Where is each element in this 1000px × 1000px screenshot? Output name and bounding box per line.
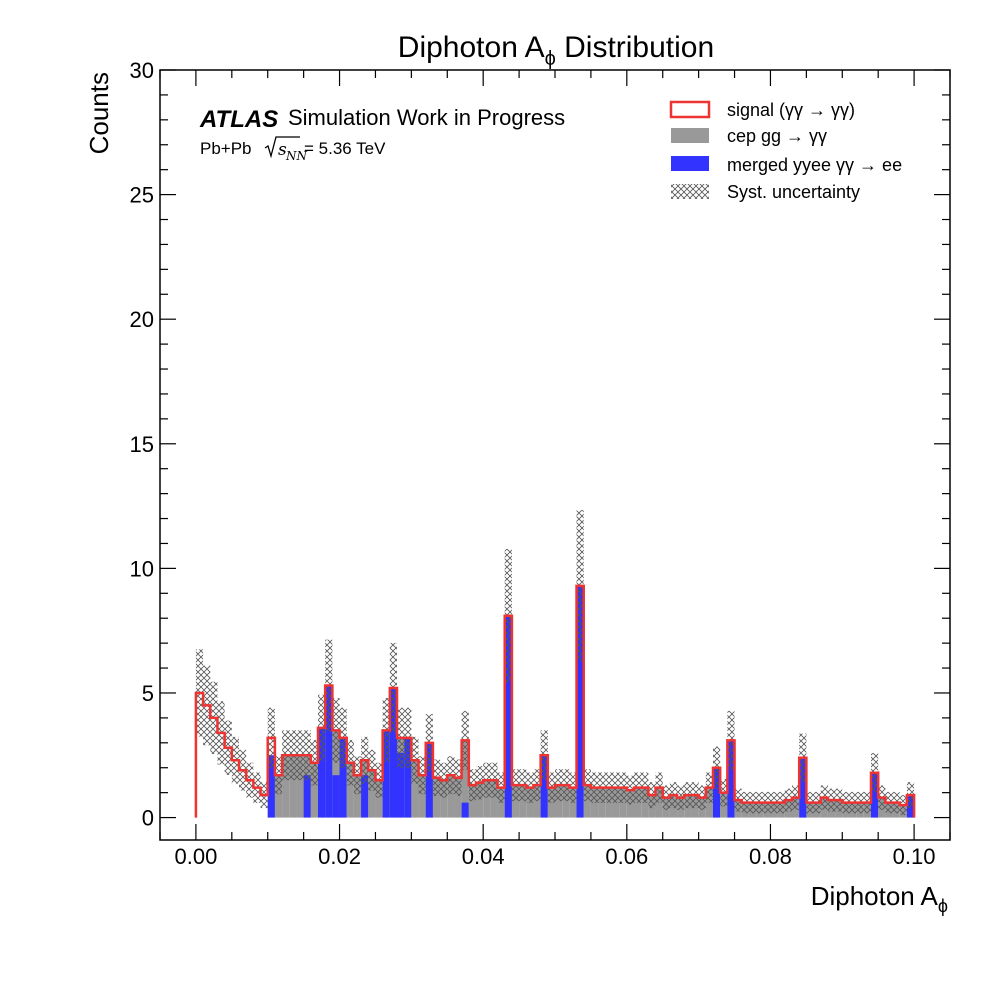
merged-bar bbox=[397, 752, 405, 818]
cep-bar bbox=[533, 785, 541, 818]
cep-bar bbox=[375, 780, 383, 818]
x-tick-label: 0.06 bbox=[605, 844, 648, 869]
merged-bar bbox=[540, 755, 548, 818]
cep-bar bbox=[282, 755, 290, 818]
cep-bar bbox=[476, 782, 484, 818]
merged-bar bbox=[404, 737, 412, 818]
merged-bar bbox=[339, 737, 347, 818]
cep-bar bbox=[418, 775, 426, 818]
cep-bar bbox=[483, 780, 491, 818]
cep-bar bbox=[440, 780, 448, 818]
svg-text:cep gg → γγ: cep gg → γγ bbox=[727, 126, 827, 146]
cep-bar bbox=[411, 760, 419, 818]
svg-text:NN: NN bbox=[285, 149, 308, 163]
chart-title: Diphoton Aϕ Distribution bbox=[398, 31, 714, 70]
legend: signal (γγ → γγ) cep gg → γγ merged yyee… bbox=[669, 100, 902, 202]
cep-bar bbox=[332, 730, 340, 818]
merged-bar bbox=[382, 730, 390, 818]
cep-bar bbox=[461, 740, 469, 818]
legend-item-merged: merged yyee γγ → ee bbox=[671, 155, 902, 175]
x-tick-label: 0.08 bbox=[749, 844, 792, 869]
cep-bar bbox=[368, 770, 376, 818]
cep-bar bbox=[274, 775, 283, 818]
merged-bar bbox=[871, 772, 879, 818]
y-tick-label: 15 bbox=[130, 432, 154, 457]
cep-bar bbox=[310, 762, 318, 818]
x-tick-labels: 0.00 0.02 0.04 0.06 0.08 0.10 bbox=[174, 844, 935, 869]
svg-text:merged yyee γγ → ee: merged yyee γγ → ee bbox=[727, 155, 902, 175]
merged-bar bbox=[727, 740, 735, 818]
svg-text:Syst. uncertainty: Syst. uncertainty bbox=[727, 182, 860, 202]
legend-item-syst: Syst. uncertainty bbox=[671, 182, 860, 202]
y-tick-labels: 0 5 10 15 20 25 30 bbox=[130, 58, 154, 831]
cep-bar bbox=[454, 777, 462, 818]
cep-bar bbox=[511, 785, 520, 818]
merged-bar bbox=[713, 767, 721, 818]
signal-step-line bbox=[194, 584, 916, 818]
atlas-logo-text: ATLAS bbox=[199, 106, 278, 133]
cep-bar bbox=[353, 775, 362, 818]
merged-bar bbox=[504, 615, 512, 818]
merged-bar bbox=[389, 687, 397, 818]
cep-bar bbox=[296, 755, 304, 818]
collision-system: Pb+Pb bbox=[200, 139, 252, 158]
y-tick-label: 10 bbox=[130, 556, 154, 581]
cep-bar bbox=[562, 785, 570, 818]
merged-bar bbox=[576, 585, 584, 818]
axis-ticks bbox=[159, 69, 951, 840]
merged-bar bbox=[325, 685, 333, 818]
legend-item-signal: signal (γγ → γγ) bbox=[669, 100, 855, 120]
x-tick-label: 0.00 bbox=[174, 844, 217, 869]
legend-item-cep: cep gg → γγ bbox=[671, 126, 827, 146]
x-axis-title: Diphoton Aϕ bbox=[811, 881, 948, 916]
merged-bar bbox=[303, 775, 311, 818]
cep-bar bbox=[432, 777, 441, 818]
cep-bar bbox=[519, 785, 527, 818]
merged-bar bbox=[267, 755, 275, 818]
y-tick-label: 5 bbox=[142, 681, 154, 706]
merged-bar bbox=[425, 742, 433, 818]
y-tick-label: 30 bbox=[130, 58, 154, 83]
merged-bar bbox=[361, 775, 369, 818]
sqrt-snn-symbol: s NN bbox=[264, 136, 308, 163]
cep-bar bbox=[346, 762, 354, 818]
merged-bar bbox=[799, 757, 807, 818]
cep-bar bbox=[289, 755, 297, 818]
merged-bar bbox=[318, 727, 326, 818]
cep-bar bbox=[490, 780, 498, 818]
cep-bar bbox=[583, 785, 591, 818]
cep-bar bbox=[555, 785, 563, 818]
cep-bar bbox=[468, 785, 476, 818]
energy-value: = 5.36 TeV bbox=[304, 139, 386, 158]
x-tick-label: 0.02 bbox=[318, 844, 361, 869]
y-tick-label: 0 bbox=[142, 806, 154, 831]
y-tick-label: 20 bbox=[130, 307, 154, 332]
merged-bar bbox=[461, 802, 469, 818]
atlas-subtitle: Simulation Work in Progress bbox=[288, 105, 565, 130]
atlas-label: ATLAS Simulation Work in Progress Pb+Pb … bbox=[199, 105, 565, 163]
x-tick-label: 0.10 bbox=[893, 844, 936, 869]
x-tick-label: 0.04 bbox=[462, 844, 505, 869]
y-axis-title: Counts bbox=[84, 72, 114, 154]
y-tick-label: 25 bbox=[130, 183, 154, 208]
cep-bar bbox=[447, 775, 455, 818]
merged-bar bbox=[332, 775, 340, 818]
svg-text:signal (γγ → γγ): signal (γγ → γγ) bbox=[727, 100, 855, 120]
svg-text:s: s bbox=[278, 140, 287, 160]
